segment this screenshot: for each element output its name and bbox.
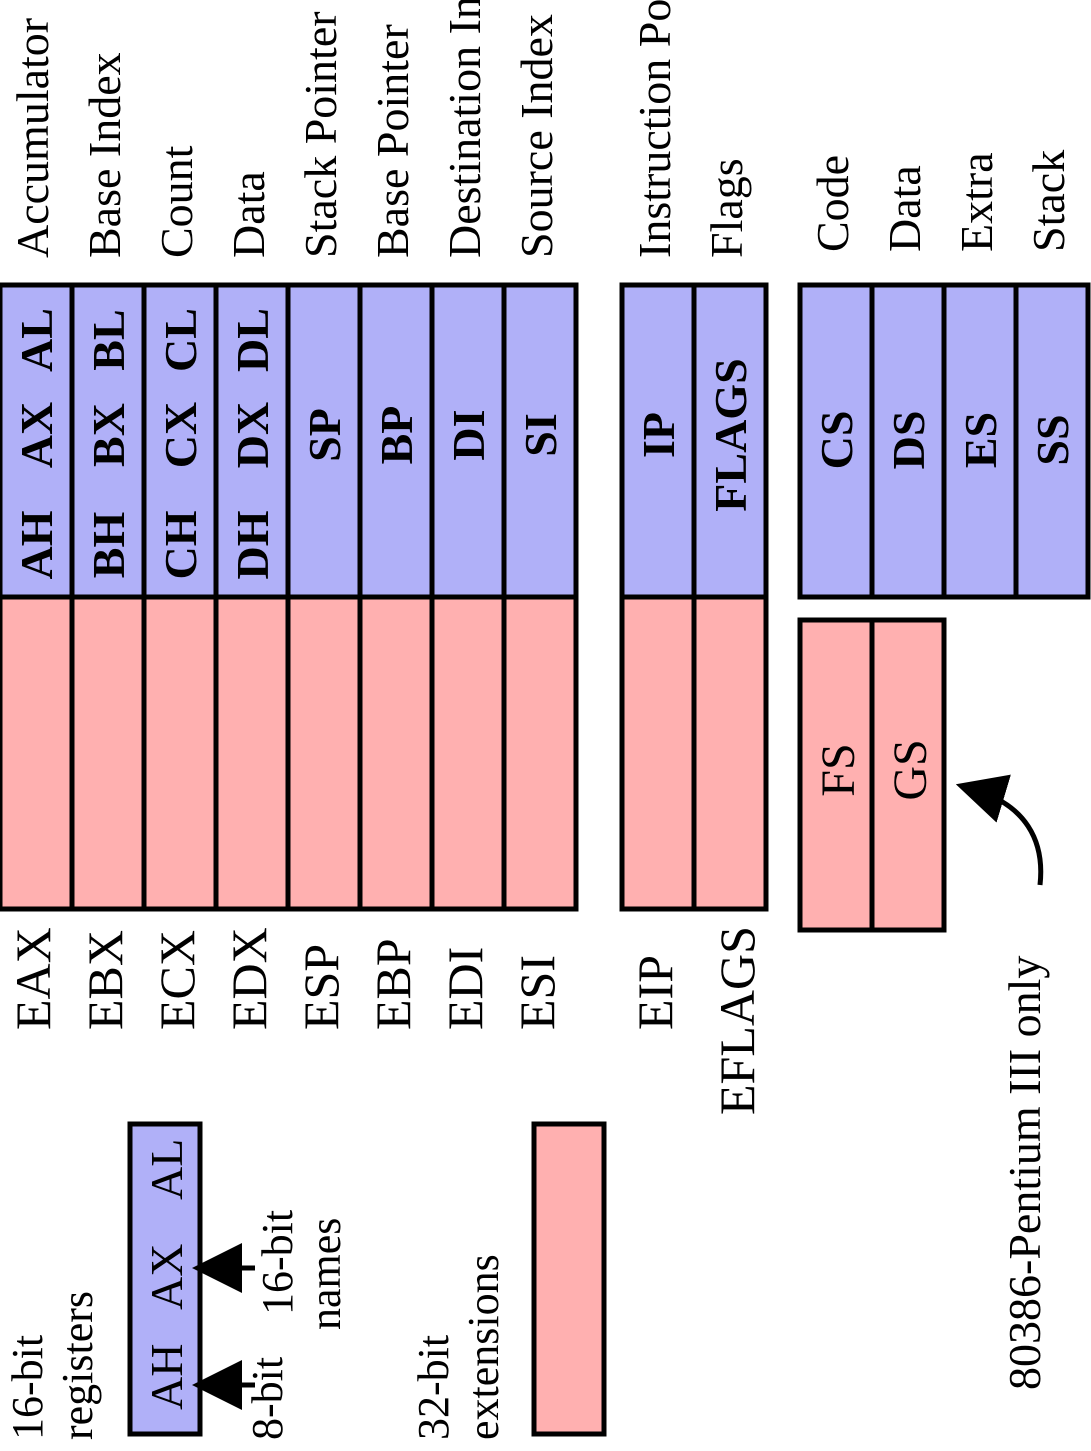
register-hi: DH — [227, 510, 278, 579]
register-16: SI — [515, 413, 566, 456]
segment-desc: Data — [879, 165, 930, 252]
register-desc: Data — [223, 171, 274, 258]
segment-name: DS — [883, 411, 934, 470]
register-16: DX — [227, 402, 278, 468]
segment-cell-0 — [797, 282, 875, 600]
register-ext-cell-6 — [429, 594, 507, 912]
legend-16bit-line1: 16-bit — [3, 1335, 52, 1440]
segment-desc: Extra — [951, 152, 1002, 252]
register-16: BX — [83, 403, 134, 467]
legend-32bit-line1: 32-bit — [409, 1335, 458, 1440]
register-lo: AL — [11, 308, 62, 372]
special-registers: Instruction Pointer Flags IP FLAGS EIP E… — [619, 0, 769, 1115]
register-ext-name: ESI — [509, 955, 565, 1030]
register-ext-cell-0 — [0, 594, 75, 912]
register-ext-cell-2 — [141, 594, 219, 912]
segment-cell-1 — [869, 282, 947, 600]
register-ext-cell-5 — [357, 594, 435, 912]
register-desc: Instruction Pointer — [629, 0, 680, 258]
special-ext-cell-1 — [691, 594, 769, 912]
special-16bit-cell-1 — [691, 282, 769, 600]
register-desc: Flags — [701, 158, 752, 258]
legend-16bit-names-line2: names — [301, 1218, 350, 1330]
register-hi: AH — [11, 510, 62, 579]
register-ext-cell-4 — [285, 594, 363, 912]
legend-sample-hi: AH — [141, 1344, 192, 1410]
register-16: CX — [155, 402, 206, 468]
legend-extension-sample — [531, 1121, 607, 1437]
register-desc: Base Pointer — [367, 24, 418, 258]
register-ext-name: ECX — [149, 930, 205, 1030]
register-16bit-cell-6 — [429, 282, 507, 600]
register-hi: CH — [155, 510, 206, 579]
register-desc: Stack Pointer — [295, 11, 346, 258]
register-ext-cell-7 — [501, 594, 579, 912]
register-16bit-cell-1 — [69, 282, 147, 600]
register-lo: BL — [83, 309, 134, 370]
legend: 16-bit registers AH AX AL 8-bit 16-bit n… — [3, 1121, 607, 1440]
legend-16bit-names-line1: 16-bit — [253, 1210, 302, 1315]
segment-gs-cell — [869, 617, 947, 933]
register-ext-name: EIP — [627, 955, 683, 1030]
register-16: AX — [11, 402, 62, 468]
register-lo: CL — [155, 308, 206, 372]
segment-gs: GS — [884, 739, 937, 800]
legend-8bit: 8-bit — [243, 1357, 292, 1440]
segment-cell-3 — [1013, 282, 1091, 600]
legend-16bit-line2: registers — [53, 1291, 102, 1440]
register-16: BP — [371, 406, 422, 465]
register-ext-name: EDI — [437, 947, 493, 1030]
segment-desc: Code — [807, 155, 858, 252]
register-16bit-cell-3 — [213, 282, 291, 600]
register-ext-name: EBX — [77, 930, 133, 1030]
note-arrow — [955, 774, 1044, 886]
register-16: DI — [443, 409, 494, 460]
register-desc: Count — [151, 145, 202, 258]
register-desc: Accumulator — [7, 18, 58, 258]
register-ext-cell-1 — [69, 594, 147, 912]
register-16: IP — [633, 412, 684, 458]
register-16bit-cell-7 — [501, 282, 579, 600]
register-desc: Destination Index — [439, 0, 490, 258]
register-ext-name: ESP — [293, 944, 349, 1030]
register-hi: BH — [83, 512, 134, 579]
segment-name: CS — [811, 411, 862, 470]
register-16: SP — [299, 408, 350, 462]
register-16: FLAGS — [705, 358, 756, 511]
legend-sample-lo: AL — [141, 1139, 192, 1200]
segment-fs: FS — [812, 743, 865, 796]
register-ext-cell-3 — [213, 594, 291, 912]
general-registers: Accumulator Base Index Count Data Stack … — [0, 0, 579, 1030]
legend-32bit-line2: extensions — [459, 1254, 508, 1440]
segment-desc: Stack — [1023, 150, 1074, 252]
register-ext-name: EFLAGS — [709, 926, 765, 1115]
extra-segments-note: 80386-Pentium III only — [999, 956, 1050, 1390]
segment-name: ES — [955, 412, 1006, 468]
register-lo: DL — [227, 308, 278, 372]
register-desc: Source Index — [511, 14, 562, 258]
register-ext-name: EAX — [5, 927, 61, 1030]
segment-name: SS — [1027, 414, 1078, 465]
register-ext-name: EDX — [221, 927, 277, 1030]
special-ext-cell-0 — [619, 594, 697, 912]
register-desc: Base Index — [79, 52, 130, 258]
register-ext-name: EBP — [365, 938, 421, 1030]
segment-cell-2 — [941, 282, 1019, 600]
legend-sample-16: AX — [141, 1244, 192, 1310]
segment-registers: Code Data Extra Stack CS DS ES SS FS GS … — [797, 150, 1091, 1390]
